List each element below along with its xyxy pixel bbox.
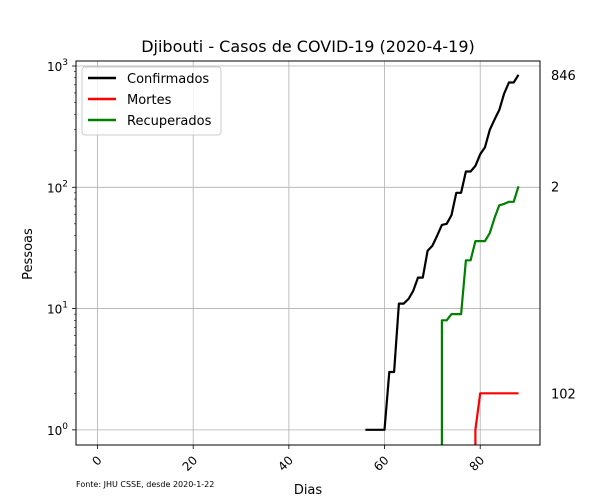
- end-label-recuperados: 2: [551, 180, 559, 195]
- chart-title: Djibouti - Casos de COVID-19 (2020-4-19): [141, 37, 475, 56]
- plot-frame: [75, 60, 541, 446]
- y-axis-label: Pessoas: [21, 228, 36, 280]
- x-axis-ticks: 0 20 40 60 80: [89, 445, 487, 474]
- series-line-confirmados: [365, 74, 520, 431]
- x-tick-label: 20: [180, 453, 201, 474]
- x-tick-label: 80: [467, 453, 488, 474]
- series-line-recuperados: [440, 185, 520, 445]
- series-lines: [365, 74, 520, 445]
- legend-label-confirmados: Confirmados: [127, 72, 209, 87]
- legend: Confirmados Mortes Recuperados: [81, 66, 222, 136]
- legend-label-mortes: Mortes: [127, 93, 172, 108]
- y-axis-ticks: 100 101 102 103: [47, 58, 76, 438]
- y-tick-label: 100: [47, 422, 68, 438]
- y-tick-label: 101: [47, 301, 68, 317]
- legend-label-recuperados: Recuperados: [127, 114, 212, 129]
- x-tick-label: 60: [371, 453, 392, 474]
- x-tick-label: 40: [275, 453, 296, 474]
- legend-box: [81, 66, 222, 136]
- series-line-mortes: [474, 392, 519, 445]
- x-axis-label: Dias: [294, 483, 323, 498]
- y-tick-label: 102: [47, 179, 68, 195]
- end-label-confirmados: 846: [551, 69, 576, 84]
- x-tick-label: 0: [89, 453, 104, 468]
- series-end-labels: 846 102 2: [551, 69, 576, 403]
- y-tick-label: 103: [47, 58, 68, 74]
- end-label-mortes: 102: [551, 387, 576, 402]
- source-note: Fonte: JHU CSSE, desde 2020-1-22: [76, 480, 214, 489]
